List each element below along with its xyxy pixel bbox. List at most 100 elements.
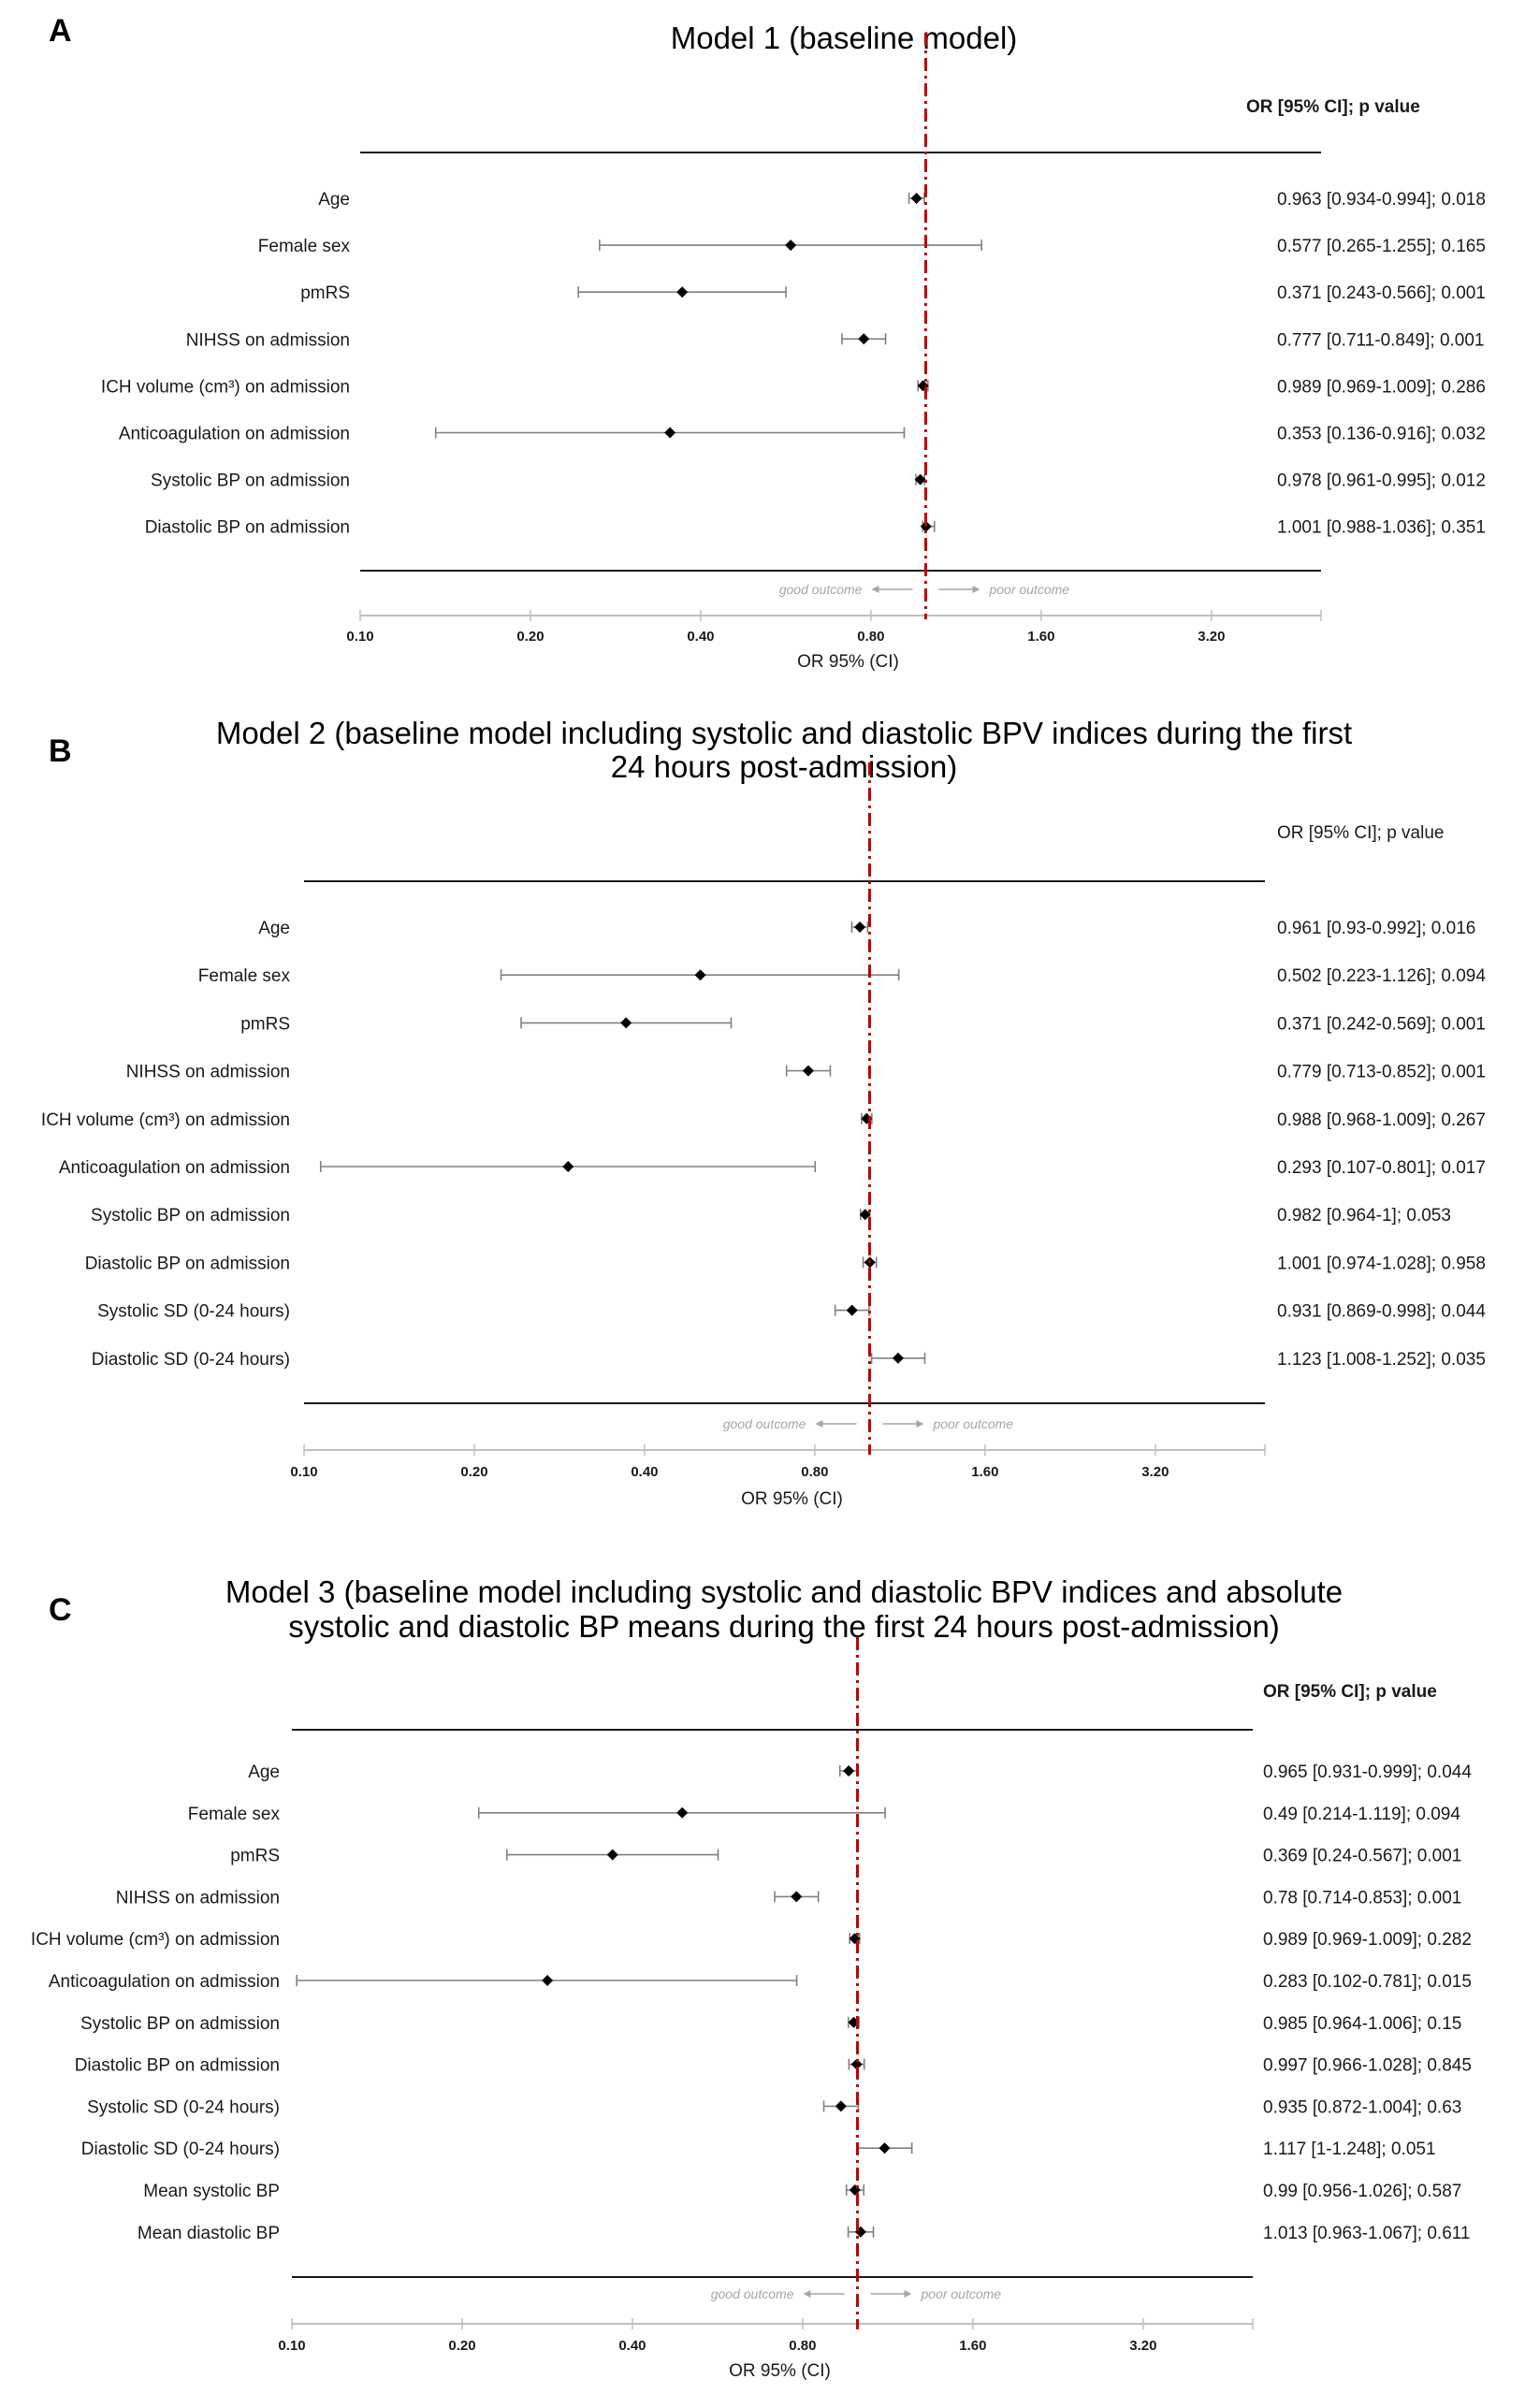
x-tick-label: 3.20 [1129,2338,1156,2354]
chart-title-line: Model 3 (baseline model including systol… [225,1574,1343,1609]
arrow-left-head [803,2290,811,2298]
x-tick-label: 0.40 [687,629,714,645]
x-tick-label: 1.60 [959,2338,986,2354]
arrow-right-head [916,1420,924,1428]
panel-b: B Model 2 (baseline model including systo… [41,716,1486,1509]
chart-title: Model 2 (baseline model including systol… [216,716,1352,784]
chart-title-line: Model 1 (baseline model) [671,21,1018,55]
row-estimate-text: 0.99 [0.956-1.026]; 0.587 [1263,2182,1461,2201]
row-estimate-text: 1.117 [1-1.248]; 0.051 [1263,2140,1436,2159]
row-label: Diastolic BP on admission [85,1254,290,1273]
chart-title: Model 3 (baseline model including systol… [225,1574,1343,1644]
chart-title-line: 24 hours post-admission) [611,749,958,784]
x-axis-label: OR 95% (CI) [741,1489,843,1509]
x-tick-label: 0.80 [801,1464,828,1480]
direction-label-right: poor outcome [932,1416,1013,1431]
point-estimate-marker [879,2142,891,2154]
point-estimate-marker [676,286,689,298]
row-label: ICH volume (cm³) on admission [31,1930,280,1950]
point-estimate-marker [846,1304,858,1316]
column-header: OR [95% CI]; p value [1246,97,1420,117]
point-estimate-marker [620,1017,632,1029]
row-estimate-text: 0.935 [0.872-1.004]; 0.63 [1263,2097,1461,2117]
row-label: ICH volume (cm³) on admission [101,377,350,397]
point-estimate-marker [843,1765,855,1777]
direction-label-right: poor outcome [988,582,1069,597]
row-label: Systolic BP on admission [80,2014,280,2034]
point-estimate-marker [802,1065,814,1077]
row-estimate-text: 1.013 [0.963-1.067]; 0.611 [1263,2224,1471,2243]
row-label: Female sex [198,966,291,986]
point-estimate-marker [920,520,932,532]
x-tick-label: 3.20 [1141,1464,1169,1480]
row-estimate-text: 0.777 [0.711-0.849]; 0.001 [1277,330,1485,350]
point-estimate-marker [542,1975,554,1986]
panel-label: A [49,13,72,49]
row-label: Diastolic SD (0-24 hours) [92,1350,290,1370]
direction-label-left: good outcome [779,582,863,597]
row-label: NIHSS on admission [116,1888,280,1908]
point-estimate-marker [854,921,866,933]
row-label: pmRS [300,283,350,303]
x-tick-label: 1.60 [1027,629,1054,645]
row-estimate-text: 0.78 [0.714-0.853]; 0.001 [1263,1888,1461,1908]
column-header: OR [95% CI]; p value [1263,1682,1437,1702]
x-tick-label: 0.40 [618,2338,646,2354]
x-tick-label: 0.10 [278,2338,305,2354]
point-estimate-marker [606,1849,618,1861]
point-estimate-marker [859,1209,871,1221]
row-label: Systolic SD (0-24 hours) [87,2097,280,2117]
row-estimate-text: 0.369 [0.24-0.567]; 0.001 [1263,1847,1461,1866]
arrow-left-head [871,586,879,593]
row-label: Female sex [258,237,351,256]
x-tick-label: 0.10 [346,629,373,645]
arrow-left-head [815,1420,823,1428]
row-label: Age [248,1762,280,1782]
x-tick-label: 0.20 [516,629,544,645]
point-estimate-marker [694,969,706,981]
row-label: pmRS [240,1014,290,1034]
x-tick-label: 0.80 [789,2338,816,2354]
row-estimate-text: 0.371 [0.243-0.566]; 0.001 [1277,283,1486,303]
row-label: NIHSS on admission [126,1063,290,1082]
row-label: Anticoagulation on admission [49,1972,280,1992]
row-estimate-text: 1.001 [0.988-1.036]; 0.351 [1277,518,1486,538]
row-estimate-text: 0.293 [0.107-0.801]; 0.017 [1277,1158,1486,1178]
row-estimate-text: 0.371 [0.242-0.569]; 0.001 [1277,1014,1486,1034]
point-estimate-marker [858,333,870,345]
row-label: NIHSS on admission [186,330,350,350]
x-tick-label: 0.80 [857,629,884,645]
row-label: Systolic BP on admission [91,1206,290,1226]
row-label: ICH volume (cm³) on admission [41,1110,290,1130]
column-header: OR [95% CI]; p value [1277,823,1444,843]
row-estimate-text: 0.502 [0.223-1.126]; 0.094 [1277,966,1486,986]
panel-label: B [49,733,72,769]
x-axis-label: OR 95% (CI) [729,2361,831,2381]
chart-title-line: Model 2 (baseline model including systol… [216,716,1352,750]
row-estimate-text: 1.123 [1.008-1.252]; 0.035 [1277,1350,1486,1370]
row-label: Diastolic BP on admission [75,2056,280,2076]
point-estimate-marker [785,239,797,252]
x-tick-label: 0.20 [460,1464,487,1480]
row-label: Mean systolic BP [143,2182,280,2201]
arrow-right-head [904,2290,912,2298]
panel-label: C [49,1592,72,1628]
row-label: Age [318,190,350,210]
point-estimate-marker [676,1806,689,1819]
x-axis-label: OR 95% (CI) [797,652,899,672]
point-estimate-marker [664,427,676,439]
row-estimate-text: 0.982 [0.964-1]; 0.053 [1277,1206,1451,1226]
point-estimate-marker [849,2184,861,2196]
x-tick-label: 0.40 [631,1464,658,1480]
row-estimate-text: 0.49 [0.214-1.119]; 0.094 [1263,1805,1460,1824]
chart-title-line: systolic and diastolic BP means during t… [288,1609,1280,1644]
x-tick-label: 0.20 [448,2338,475,2354]
row-estimate-text: 0.283 [0.102-0.781]; 0.015 [1263,1972,1472,1992]
point-estimate-marker [835,2100,847,2112]
row-label: Diastolic SD (0-24 hours) [81,2140,280,2159]
row-label: Female sex [188,1805,281,1824]
row-label: pmRS [230,1847,280,1866]
chart-title: Model 1 (baseline model) [671,21,1018,55]
row-estimate-text: 0.577 [0.265-1.255]; 0.165 [1277,237,1486,256]
row-estimate-text: 0.997 [0.966-1.028]; 0.845 [1263,2056,1472,2076]
